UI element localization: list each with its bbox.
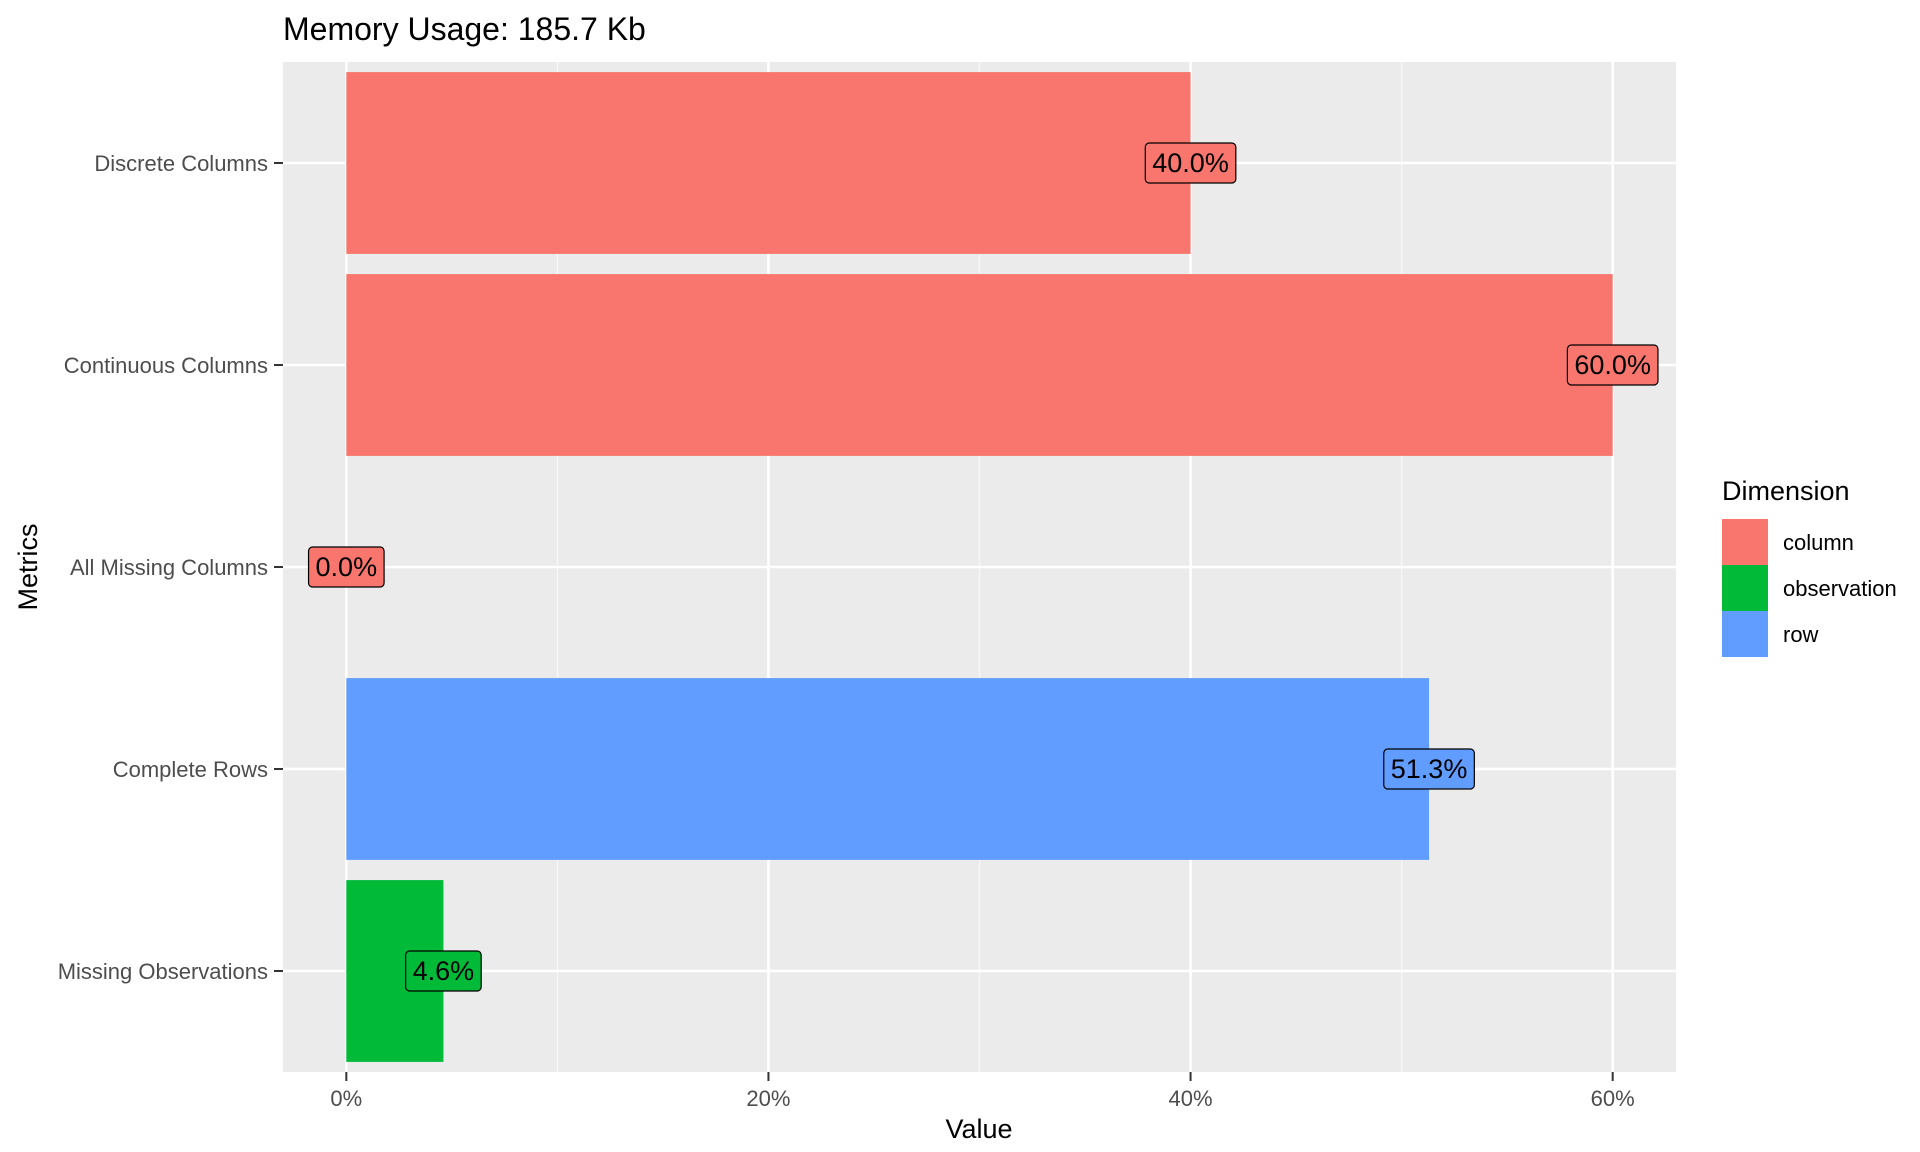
x-axis-title: Value: [945, 1114, 1012, 1144]
y-axis-title: Metrics: [13, 524, 43, 611]
y-tick-label: Continuous Columns: [64, 353, 268, 378]
data-label-text: 51.3%: [1391, 754, 1468, 784]
y-tick-label: Discrete Columns: [94, 151, 268, 176]
data-label: 40.0%: [1144, 142, 1237, 184]
legend-key: [1722, 519, 1768, 565]
x-tick-label: 20%: [746, 1086, 790, 1111]
x-axis: 0% 20% 40% 60%: [330, 1072, 1635, 1111]
x-tick-label: 40%: [1169, 1086, 1213, 1111]
data-label: 60.0%: [1566, 344, 1659, 386]
legend-key: [1722, 611, 1768, 657]
y-tick-label: All Missing Columns: [70, 555, 268, 580]
y-tick-label: Missing Observations: [58, 959, 268, 984]
y-tick-label: Complete Rows: [113, 757, 268, 782]
legend-title: Dimension: [1722, 476, 1850, 506]
bar: [346, 72, 1191, 254]
data-label-box: [1144, 142, 1237, 184]
data-label-box: [1383, 748, 1475, 790]
bars: [346, 72, 1613, 1062]
data-label-text: 40.0%: [1152, 148, 1229, 178]
data-label: 4.6%: [405, 950, 482, 992]
bar: [346, 274, 1613, 456]
data-label-box: [1566, 344, 1659, 386]
data-label-box: [307, 546, 385, 588]
data-label-box: [405, 950, 482, 992]
legend-label: observation: [1783, 576, 1897, 601]
y-axis: Discrete Columns Continuous Columns All Mi…: [58, 151, 283, 984]
x-tick-label: 60%: [1591, 1086, 1635, 1111]
chart-title: Memory Usage: 185.7 Kb: [283, 11, 646, 47]
data-label: 0.0%: [307, 546, 385, 588]
data-label-text: 0.0%: [316, 552, 378, 582]
legend-key: [1722, 565, 1768, 611]
legend: Dimension column observation row: [1722, 476, 1897, 657]
data-labels: 40.0% 60.0% 0.0% 51.3% 4.6%: [307, 142, 1659, 992]
data-label-text: 4.6%: [413, 956, 475, 986]
legend-label: row: [1783, 622, 1819, 647]
legend-label: column: [1783, 530, 1854, 555]
data-label: 51.3%: [1383, 748, 1475, 790]
data-label-text: 60.0%: [1574, 350, 1651, 380]
bar: [346, 678, 1430, 860]
x-tick-label: 0%: [330, 1086, 362, 1111]
